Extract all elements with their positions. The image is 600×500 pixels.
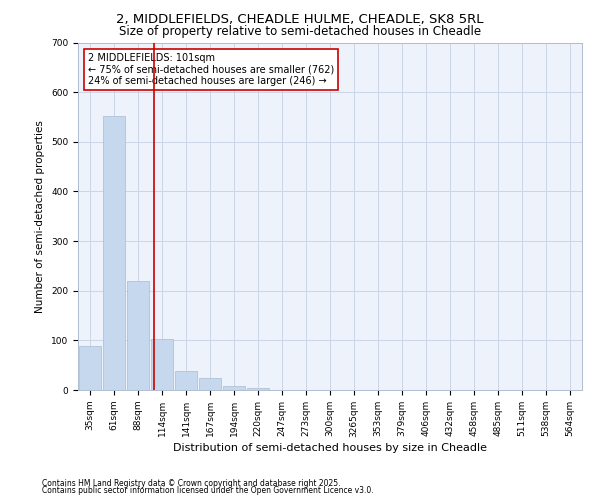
- X-axis label: Distribution of semi-detached houses by size in Cheadle: Distribution of semi-detached houses by …: [173, 442, 487, 452]
- Bar: [175, 371, 197, 390]
- Bar: [199, 378, 221, 390]
- Text: Size of property relative to semi-detached houses in Cheadle: Size of property relative to semi-detach…: [119, 25, 481, 38]
- Text: Contains public sector information licensed under the Open Government Licence v3: Contains public sector information licen…: [42, 486, 374, 495]
- Bar: [151, 339, 173, 390]
- Text: 2, MIDDLEFIELDS, CHEADLE HULME, CHEADLE, SK8 5RL: 2, MIDDLEFIELDS, CHEADLE HULME, CHEADLE,…: [116, 12, 484, 26]
- Bar: [223, 386, 245, 390]
- Y-axis label: Number of semi-detached properties: Number of semi-detached properties: [35, 120, 46, 312]
- Bar: [127, 281, 149, 390]
- Bar: [103, 116, 125, 390]
- Text: Contains HM Land Registry data © Crown copyright and database right 2025.: Contains HM Land Registry data © Crown c…: [42, 478, 341, 488]
- Bar: [247, 388, 269, 390]
- Bar: [79, 346, 101, 390]
- Text: 2 MIDDLEFIELDS: 101sqm
← 75% of semi-detached houses are smaller (762)
24% of se: 2 MIDDLEFIELDS: 101sqm ← 75% of semi-det…: [88, 53, 334, 86]
